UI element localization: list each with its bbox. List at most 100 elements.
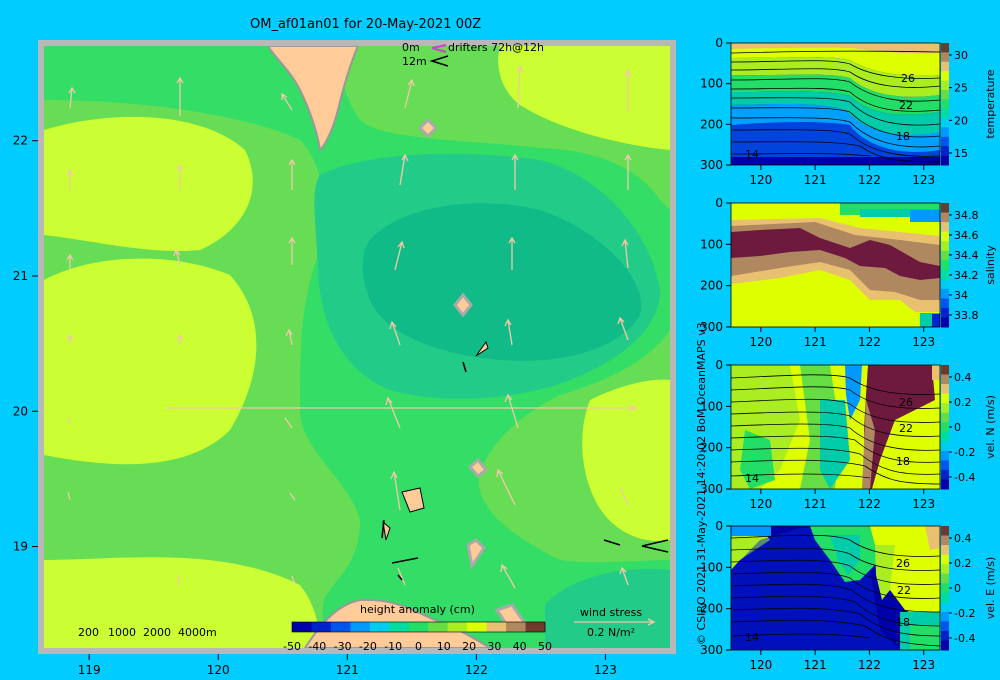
panel-colorbar-swatch — [941, 422, 949, 433]
y-tick-label: 100 — [700, 77, 723, 91]
panel-colorbar-swatch — [941, 611, 949, 622]
colorbar-tick-label: 34.2 — [954, 269, 979, 282]
panel-frame — [730, 525, 941, 651]
field-region-peak — [362, 203, 642, 361]
panel-colorbar-swatch — [941, 545, 949, 556]
colorbar-swatch — [408, 622, 429, 632]
depth-legend: 200 1000 2000 4000m — [78, 626, 217, 639]
y-tick-label: 200 — [700, 279, 723, 293]
height-anomaly-map: 119 120 121 122 123 19 20 21 22 — [13, 40, 676, 677]
panel-colorbar-swatch — [941, 118, 949, 128]
panel-colorbar-swatch — [941, 288, 949, 299]
panel-colorbar-swatch — [941, 155, 949, 166]
colorbar-label: vel. E (m/s) — [984, 557, 997, 620]
y-tick-label: 200 — [700, 441, 723, 455]
panel-colorbar-swatch — [941, 393, 949, 404]
y-tick-label: 100 — [700, 560, 723, 574]
x-tick-label: 121 — [336, 663, 359, 677]
land-islet — [401, 487, 425, 513]
wind-stress-legend: wind stress 0.2 N/m² — [574, 606, 656, 639]
x-tick-label: 123 — [912, 658, 935, 672]
x-tick-label: 121 — [804, 173, 827, 187]
east-velocity-section: 120 121 122 123 0 100 200 300 0.4 0.2 0 -0.2 -0.4 vel… — [700, 519, 997, 672]
map-x-axis: 119 120 121 122 123 — [78, 654, 617, 677]
colorbar-tick-label: 33.8 — [954, 309, 979, 322]
colorbar-tick-label: 34.8 — [954, 209, 979, 222]
field-region-low — [44, 557, 320, 648]
x-tick-label: 122 — [858, 658, 881, 672]
colorbar-tick-label: 15 — [954, 147, 968, 160]
panel-colorbar-swatch — [941, 307, 949, 318]
colorbar-swatch — [369, 622, 390, 632]
panel-colorbar-swatch — [941, 146, 949, 157]
panel-colorbar-swatch — [941, 99, 949, 110]
y-tick-label: 0 — [715, 358, 723, 372]
drifter-legend-0m: 0m — [402, 41, 420, 54]
panel-colorbar-swatch — [941, 136, 949, 147]
colorbar-tick-label: 20 — [462, 640, 476, 653]
contour-label: 14 — [745, 148, 759, 161]
colorbar-tick-label: 50 — [538, 640, 552, 653]
x-tick-label: 123 — [912, 173, 935, 187]
colorbar-tick-label: -0.2 — [954, 446, 975, 459]
x-tick-label: 122 — [858, 497, 881, 511]
y-tick-label: 0 — [715, 196, 723, 210]
panel-colorbar-swatch — [941, 80, 949, 91]
panel-colorbar-swatch — [941, 203, 949, 214]
panel-colorbar-swatch — [941, 222, 949, 233]
colorbar-swatch — [447, 622, 468, 632]
panel-colorbar-swatch — [941, 108, 949, 119]
contour-label: 18 — [896, 455, 910, 468]
panel-colorbar-swatch — [941, 89, 949, 100]
credit-text: © CSIRO 2021 31-May-2021 14:20:02 BoM Oc… — [695, 322, 708, 645]
colorbar-tick-label: 0 — [954, 421, 961, 434]
field-region-high — [545, 568, 670, 648]
contour-label: 18 — [896, 130, 910, 143]
colorbar-outline — [291, 621, 546, 633]
colorbar-swatch — [350, 622, 371, 632]
colorbar-tick-label: -0.4 — [954, 471, 975, 484]
panel-colorbar-swatch — [941, 469, 949, 480]
land-islet — [475, 340, 489, 357]
panel-colorbar-swatch — [941, 602, 949, 613]
panel-colorbar-swatch — [941, 250, 949, 261]
colorbar-tick-label: -40 — [308, 640, 326, 653]
colorbar-tick-label: -30 — [334, 640, 352, 653]
x-tick-label: 120 — [749, 335, 772, 349]
colorbar-label: temperature — [984, 69, 997, 138]
x-tick-label: 123 — [594, 663, 617, 677]
colorbar-tick-label: -50 — [283, 640, 301, 653]
field-region-low — [44, 116, 253, 252]
x-tick-label: 121 — [804, 335, 827, 349]
colorbar-tick-label: -20 — [359, 640, 377, 653]
panel-colorbar-swatch — [941, 554, 949, 565]
x-tick-label: 119 — [78, 663, 101, 677]
y-tick-label: 300 — [700, 482, 723, 496]
x-tick-label: 123 — [912, 497, 935, 511]
colorbar-tick-label: -0.4 — [954, 632, 975, 645]
y-tick-label: 0 — [715, 519, 723, 533]
map-y-axis: 19 20 21 22 — [13, 134, 38, 554]
colorbar-tick-label: 34 — [954, 289, 968, 302]
panel-colorbar-swatch — [941, 526, 949, 537]
colorbar-swatch — [506, 622, 527, 632]
panel-colorbar-swatch — [941, 231, 949, 242]
panel-colorbar-swatch — [941, 61, 949, 72]
drifter-legend: 0m drifters 72h@12h 12m — [402, 41, 544, 68]
height-anomaly-colorbar: height anomaly (cm) -50 -40 -30 -20 -10 0 10 20… — [283, 603, 552, 653]
drifter-legend-12m: 12m — [402, 55, 427, 68]
land-islet — [382, 520, 391, 541]
field-region-low — [582, 379, 670, 541]
y-tick-label: 200 — [700, 602, 723, 616]
colorbar-label: salinity — [984, 245, 997, 285]
panel-colorbar-swatch — [941, 592, 949, 603]
colorbar-tick-label: 0.4 — [954, 532, 972, 545]
drifter-legend-label: drifters 72h@12h — [448, 41, 544, 54]
x-tick-label: 120 — [749, 173, 772, 187]
colorbar-title: height anomaly (cm) — [360, 603, 475, 616]
panel-colorbar-swatch — [941, 583, 949, 594]
contour-label: 26 — [901, 72, 915, 85]
panel-colorbar-swatch — [941, 460, 949, 471]
panel-colorbar-swatch — [941, 365, 949, 376]
contour-label: 22 — [897, 584, 911, 597]
